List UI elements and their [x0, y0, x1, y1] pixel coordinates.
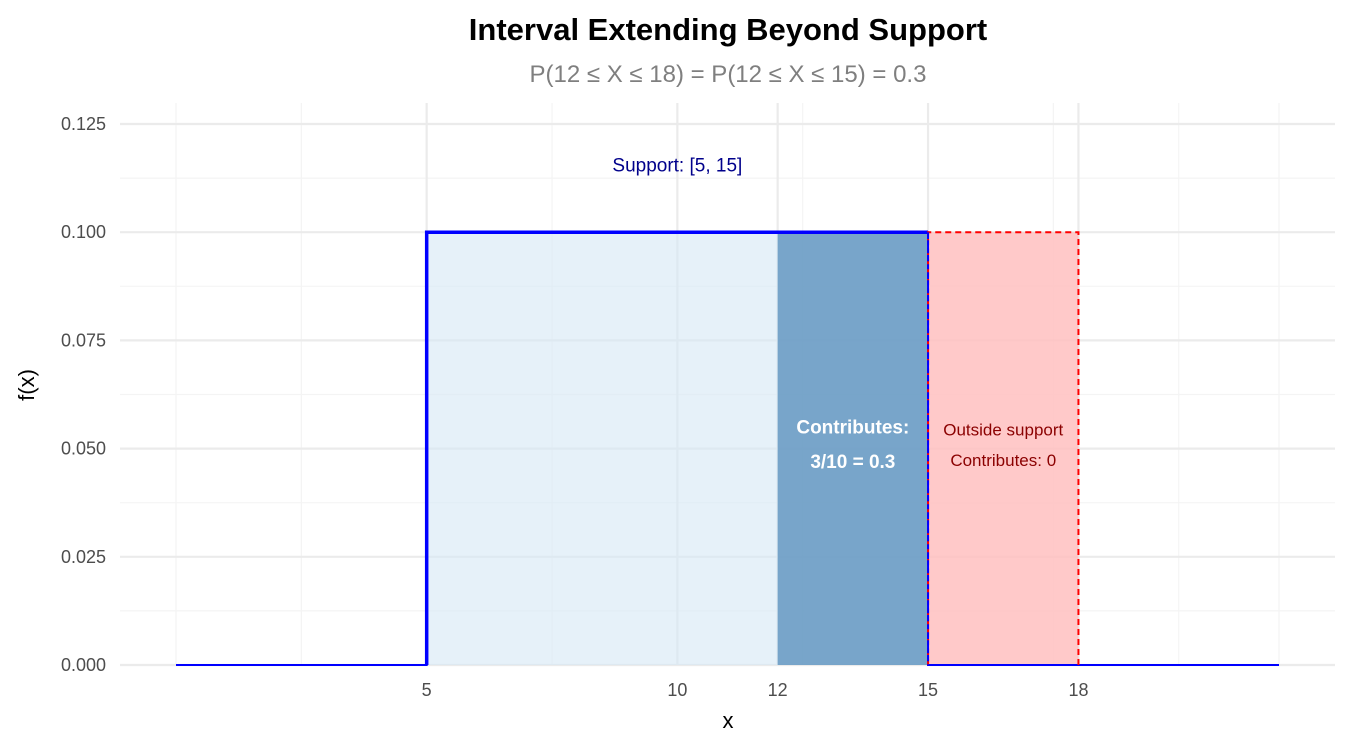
x-tick-label: 12 — [768, 680, 788, 700]
outside-interval-area — [928, 232, 1079, 665]
y-axis-label: f(x) — [14, 369, 39, 401]
y-tick-label: 0.025 — [61, 547, 106, 567]
x-tick-label: 18 — [1068, 680, 1088, 700]
annotation-inside_line1: Contributes: — [796, 417, 909, 438]
annotation-outside_line2: Contributes: 0 — [950, 451, 1056, 470]
annotation-inside_line2: 3/10 = 0.3 — [810, 452, 895, 473]
x-tick-label: 10 — [667, 680, 687, 700]
y-tick-label: 0.125 — [61, 114, 106, 134]
x-tick-label: 15 — [918, 680, 938, 700]
chart-title: Interval Extending Beyond Support — [469, 12, 987, 47]
inside-interval-area — [777, 232, 929, 665]
axis-ticks: 0.000 0.025 0.050 0.075 0.100 0.125 5 10 12 15 18 — [61, 114, 1089, 700]
y-tick-label: 0.000 — [61, 655, 106, 675]
shaded-areas — [426, 232, 1079, 665]
y-tick-label: 0.075 — [61, 330, 106, 350]
x-tick-label: 5 — [422, 680, 432, 700]
y-tick-label: 0.050 — [61, 439, 106, 459]
density-lines — [176, 230, 1279, 666]
annotation-support: Support: [5, 15] — [612, 156, 742, 177]
chart-subtitle: P(12 ≤ X ≤ 18) = P(12 ≤ X ≤ 15) = 0.3 — [530, 61, 927, 88]
density-curve — [424, 230, 929, 665]
x-axis-label: x — [723, 708, 734, 733]
annotation-outside_line1: Outside support — [943, 421, 1063, 440]
annotations: Support: [5, 15] Contributes: 3/10 = 0.3 Ou… — [612, 156, 1063, 473]
y-tick-label: 0.100 — [61, 222, 106, 242]
